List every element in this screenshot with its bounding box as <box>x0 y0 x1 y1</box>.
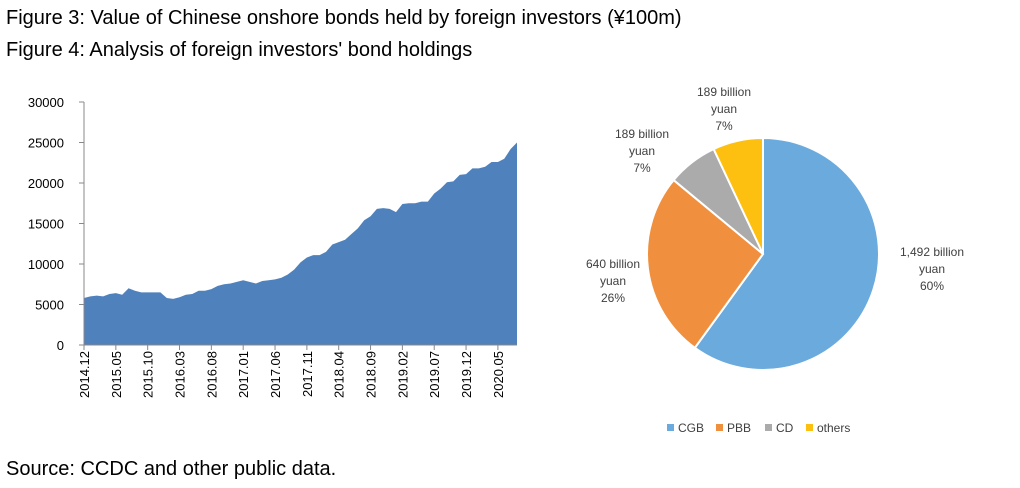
x-tick-label: 2014.12 <box>77 351 92 398</box>
y-tick-label: 15000 <box>28 217 64 232</box>
y-axis-ticks: 0 5000 10000 15000 20000 25000 30000 <box>28 95 84 353</box>
figure-4-title: Figure 4: Analysis of foreign investors'… <box>6 39 473 61</box>
pie-slice-pbb <box>646 178 765 350</box>
y-tick-label: 30000 <box>28 95 64 110</box>
pie-data-labels: 1,492 billion yuan 60% 640 billion yuan 26% 18… <box>586 85 964 305</box>
legend-swatch <box>806 424 813 431</box>
pie-data-label: 189 billion yuan 7% <box>615 127 669 175</box>
x-tick-label: 2016.03 <box>173 351 188 398</box>
pie-slice-cgb <box>693 136 880 371</box>
pie-data-label: 640 billion yuan 26% <box>586 257 640 305</box>
y-tick-label: 5000 <box>35 298 64 313</box>
x-tick-label: 2020.05 <box>491 351 506 398</box>
legend-label: CGB <box>678 421 704 435</box>
pie-legend: CGB PBB CD others <box>667 421 850 435</box>
x-tick-label: 2015.10 <box>141 351 156 398</box>
pie-slices <box>646 136 880 371</box>
source-note: Source: CCDC and other public data. <box>6 458 337 480</box>
legend-swatch <box>716 424 723 431</box>
y-tick-label: 20000 <box>28 176 64 191</box>
x-tick-label: 2018.09 <box>364 351 379 398</box>
x-tick-label: 2016.08 <box>204 351 219 398</box>
pie-slice-others <box>712 136 764 255</box>
pie-data-label: 1,492 billion yuan 60% <box>900 245 964 293</box>
pie-data-label: 189 billion yuan 7% <box>697 85 751 133</box>
area-series <box>84 142 517 345</box>
y-tick-label: 0 <box>57 338 64 353</box>
x-tick-label: 2017.11 <box>300 351 315 397</box>
x-tick-label: 2017.01 <box>236 351 251 398</box>
y-tick-label: 25000 <box>28 136 64 151</box>
x-tick-label: 2017.06 <box>268 351 283 398</box>
x-tick-label: 2019.02 <box>395 351 410 398</box>
legend-label: others <box>817 421 850 435</box>
x-tick-label: 2015.05 <box>109 351 124 398</box>
x-tick-label: 2018.04 <box>332 351 347 398</box>
x-tick-label: 2019.07 <box>427 351 442 398</box>
x-axis-ticks: 2014.12 2015.05 2015.10 2016.03 2016.08 2017.… <box>77 345 506 398</box>
legend-label: CD <box>776 421 794 435</box>
pie-chart: 1,492 billion yuan 60% 640 billion yuan 26% 18… <box>586 85 964 435</box>
figure-3-title: Figure 3: Value of Chinese onshore bonds… <box>6 7 682 29</box>
legend-swatch <box>667 424 674 431</box>
legend-swatch <box>765 424 772 431</box>
x-tick-label: 2019.12 <box>459 351 474 398</box>
legend-label: PBB <box>727 421 751 435</box>
y-tick-label: 10000 <box>28 257 64 272</box>
